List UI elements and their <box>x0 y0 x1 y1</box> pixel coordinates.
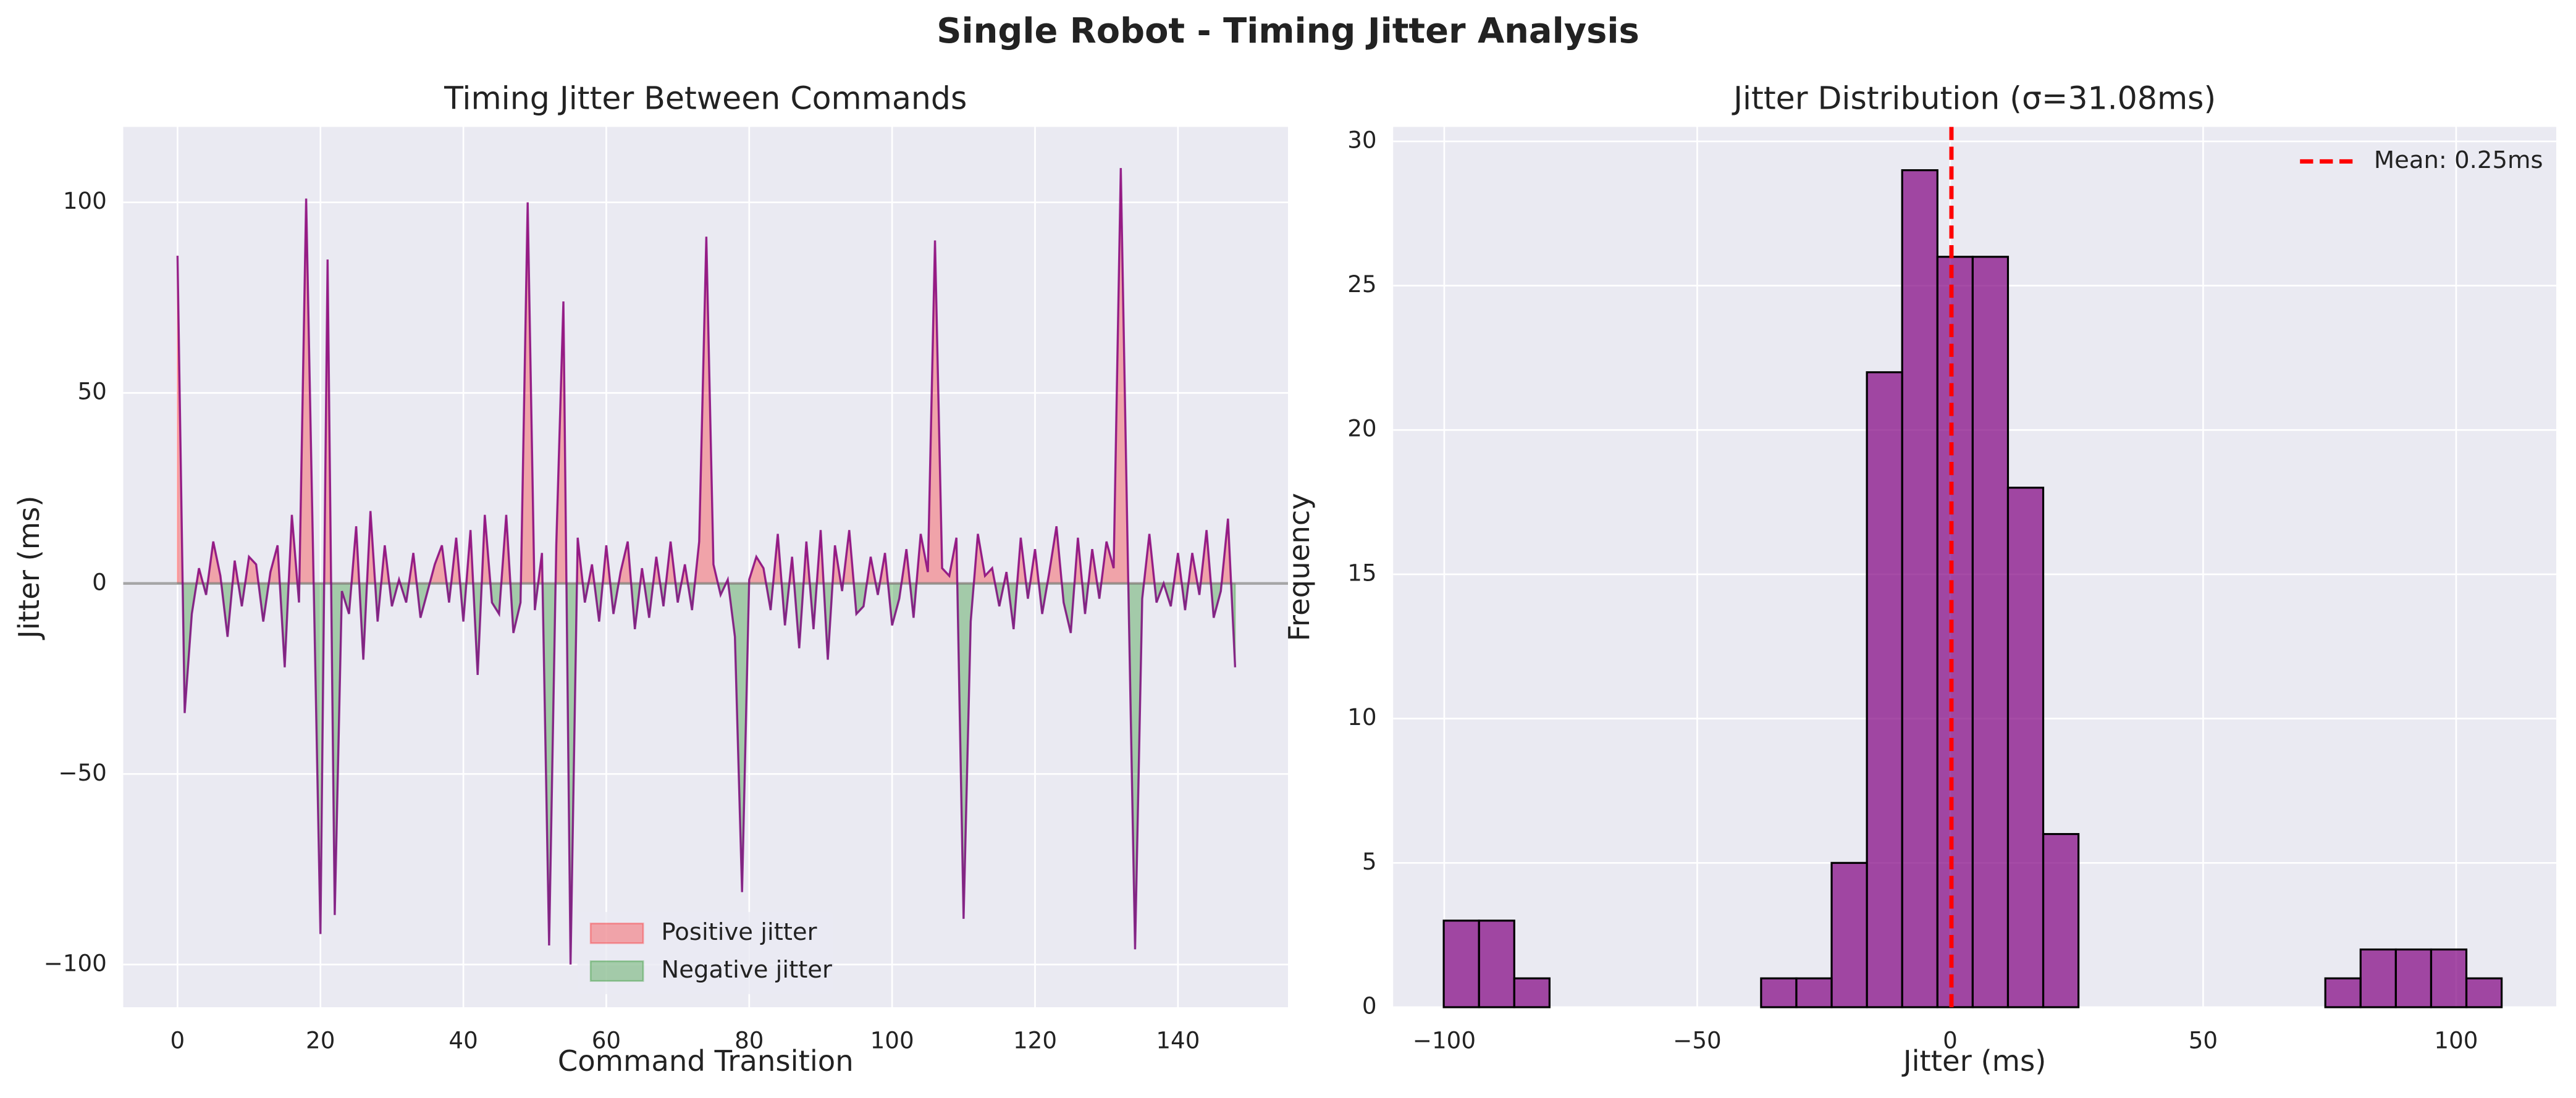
x-tick-label: 40 <box>448 1026 478 1054</box>
x-tick-label: 50 <box>2189 1026 2218 1054</box>
x-tick-label: −100 <box>1413 1026 1476 1054</box>
x-tick-label: 140 <box>1156 1026 1200 1054</box>
y-tick-label: −100 <box>44 949 107 976</box>
jitter-line <box>176 168 1237 965</box>
legend-label: Mean: 0.25ms <box>2374 146 2543 174</box>
y-tick-label: 0 <box>92 568 107 595</box>
x-tick-label: 0 <box>1943 1026 1958 1054</box>
histogram-bar <box>1936 256 1974 1008</box>
x-tick-label: 120 <box>1013 1026 1057 1054</box>
x-tick-label: 100 <box>2434 1026 2478 1054</box>
x-tick-label: 60 <box>592 1026 621 1054</box>
y-tick-label: 0 <box>1362 992 1377 1019</box>
histogram-bar <box>2324 977 2362 1008</box>
y-tick-label: 15 <box>1347 559 1376 586</box>
x-tick-label: 0 <box>170 1026 185 1054</box>
figure-title: Single Robot - Timing Jitter Analysis <box>937 11 1639 51</box>
legend-box <box>577 912 834 994</box>
y-tick-label: 25 <box>1347 270 1376 298</box>
histogram-bar <box>2042 832 2080 1008</box>
histogram-bar <box>1478 920 1515 1008</box>
histogram-bar <box>1795 977 1833 1008</box>
y-tick-label: 50 <box>77 378 106 405</box>
histogram-bar <box>1866 371 1903 1008</box>
histogram-bar <box>1513 977 1551 1008</box>
histogram-bar <box>2359 948 2397 1008</box>
x-axis-label: Command Transition <box>558 1044 854 1078</box>
histogram-bar <box>1760 977 1798 1008</box>
y-axis-label: Frequency <box>1282 493 1316 641</box>
legend-swatch <box>589 960 644 982</box>
histogram-bar <box>2394 948 2433 1008</box>
x-axis-label: Jitter (ms) <box>1901 1044 2047 1078</box>
y-tick-label: 20 <box>1347 415 1376 442</box>
y-tick-label: 30 <box>1347 126 1376 153</box>
histogram-bar <box>2006 487 2045 1008</box>
histogram-bar <box>1901 169 1938 1008</box>
x-tick-label: 100 <box>870 1026 914 1054</box>
y-tick-label: −50 <box>58 759 107 786</box>
legend-swatch <box>589 923 644 944</box>
legend-label: Negative jitter <box>661 956 832 984</box>
x-tick-label: 80 <box>734 1026 764 1054</box>
histogram-bar <box>1442 920 1480 1008</box>
histogram-bar <box>2430 948 2468 1008</box>
chart-title: Jitter Distribution (σ=31.08ms) <box>1732 80 2216 116</box>
histogram-bar <box>1830 861 1868 1008</box>
chart-title: Timing Jitter Between Commands <box>444 80 967 116</box>
y-axis-label: Jitter (ms) <box>12 495 46 640</box>
x-tick-label: 20 <box>306 1026 335 1054</box>
y-tick-label: 5 <box>1362 848 1377 875</box>
histogram-bar <box>1971 256 2010 1008</box>
y-tick-label: 10 <box>1347 703 1376 731</box>
x-tick-label: −50 <box>1673 1026 1722 1054</box>
y-tick-label: 100 <box>63 187 107 214</box>
histogram-bar <box>2465 977 2503 1008</box>
legend-label: Positive jitter <box>661 918 817 946</box>
